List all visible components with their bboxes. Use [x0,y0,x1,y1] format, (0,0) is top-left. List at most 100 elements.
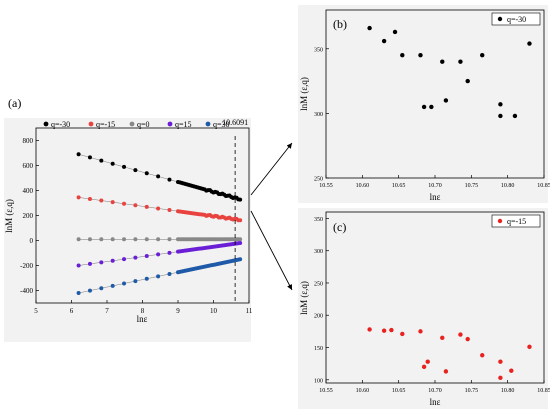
panel-a-x-tick-label: 10 [210,307,218,315]
series-point [443,369,449,374]
series-point [418,329,423,334]
legend-label: q=15 [175,120,192,129]
series-point [110,237,115,242]
panel-a-y-tick-label: -400 [20,287,33,295]
panel-c-x-tick-label: 10.80 [501,388,515,394]
series-point [156,174,161,179]
panel-c-x-tick-label: 10.65 [392,388,406,394]
legend-marker [129,121,135,127]
legend-marker [497,16,503,22]
series-point [480,53,485,58]
legend-label: q=30 [213,120,230,129]
panel-c-y-tick-label: 350 [314,217,323,223]
series-point [167,177,172,182]
panel-b-x-label: lnε [430,192,441,202]
series-point [167,250,172,255]
panel-a-legend: q=-30 q=-15 q=0 q=15 q=30 [43,120,230,129]
series-point [122,257,127,262]
series-point [527,41,532,46]
panel-a-y-tick-label: 200 [23,212,34,220]
panel-a-x-tick-label: 11 [246,307,253,315]
panel-a-x-tick-label: 9 [176,307,180,315]
panel-a-y-ticks: -400 -200 0 200 400 600 800 [20,137,39,295]
panel-c-plot-area [325,211,545,384]
series-point [238,218,243,223]
panel-a-x-label: lnε [137,314,148,324]
series-point [133,237,138,242]
series-point [498,359,503,364]
panel-b-y-tick-label: 300 [314,112,323,118]
series-point [144,254,149,259]
series-point [480,353,485,358]
series-point [156,274,161,279]
legend-marker [497,218,503,224]
series-point [465,78,470,84]
panel-c-x-label: lnε [430,397,441,407]
series-point [418,53,423,58]
series-point [87,237,92,242]
series-point [421,104,427,110]
series-point [440,335,445,341]
series-point [429,104,434,110]
series-point [421,364,427,370]
legend-label: q=-15 [96,120,115,129]
panel-a-x-tick-label: 6 [70,307,74,315]
series-point [498,113,503,119]
series-point [99,286,104,291]
panel-c-y-tick-label: 100 [314,378,323,384]
panel-c-legend: q=-15 [491,214,541,228]
panel-c-y-tick-label: 200 [314,314,323,320]
panel-b-x-tick-label: 10.65 [392,183,406,189]
panel-b-x-tick-label: 10.85 [537,183,550,189]
series-point [440,59,445,64]
legend-marker [43,121,49,127]
series-point [122,164,127,169]
panel-c-x-tick-label: 10.70 [428,388,442,394]
series-point [238,241,243,245]
series-point [133,255,138,260]
panel-b-legend: q=-30 [491,12,541,26]
panel-b-x-tick-label: 10.60 [356,183,370,189]
series-point [87,288,92,293]
series-point [156,237,161,242]
series-point [389,327,394,333]
series-point [99,198,104,203]
panel-a-x-tick-label: 8 [141,307,145,315]
series-point [392,29,398,35]
panel-c-x-tick-label: 10.60 [356,388,370,394]
series-point [110,283,115,288]
legend-marker [88,121,94,127]
series-point [99,237,104,242]
series-point [367,327,372,332]
series-point [509,368,514,373]
legend-marker [205,121,211,127]
series-point [238,257,243,262]
series-point [465,336,470,342]
series-point [425,359,430,364]
series-point [156,252,161,257]
series-point [133,168,138,173]
series-point [144,171,149,176]
panel-a-x-tick-label: 7 [105,307,109,315]
series-point [76,237,81,242]
panel-b-x-tick-label: 10.70 [428,183,442,189]
legend-marker [167,121,173,127]
series-point [238,237,243,242]
series-point [400,331,405,337]
series-point [144,237,149,242]
arrow-to-panel-b [250,142,293,196]
legend-label: q=-15 [507,217,526,226]
series-point [133,279,138,284]
series-point [381,328,387,333]
panel-c-y-tick-label: 300 [314,249,323,255]
series-point [99,158,104,163]
series-point [367,25,372,31]
panel-b-x-ticks: 10.55 10.60 10.65 10.70 10.75 10.80 10.85 [319,175,550,189]
series-point [527,344,532,350]
series-point [87,155,92,160]
panel-a-x-tick-label: 5 [34,307,38,315]
panel-c-label: (c) [333,220,346,234]
panel-c-y-tick-label: 250 [314,281,323,287]
series-point [144,276,149,281]
